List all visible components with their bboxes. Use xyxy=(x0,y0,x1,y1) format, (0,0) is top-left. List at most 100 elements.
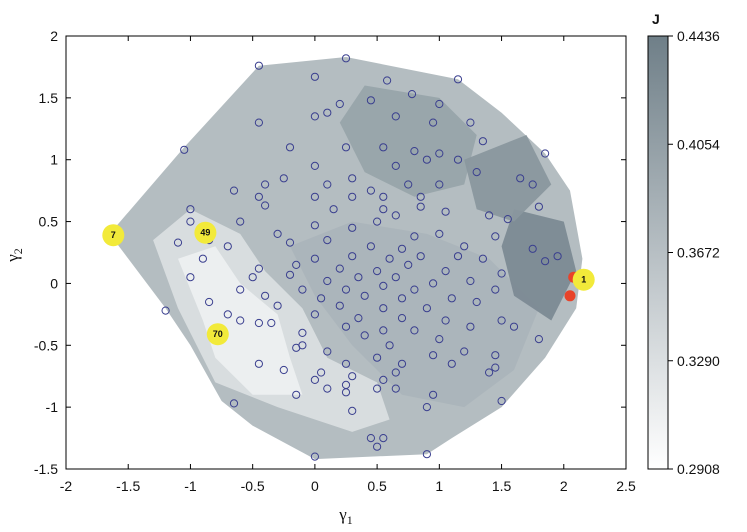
scatter-point xyxy=(236,316,245,325)
scatter-point xyxy=(198,254,207,263)
scatter-point xyxy=(553,252,562,261)
scatter-point xyxy=(429,351,438,360)
scatter-point xyxy=(254,359,263,368)
badge-circle xyxy=(194,221,217,244)
x-tick-label: 1 xyxy=(435,478,443,494)
scatter-point xyxy=(422,304,431,313)
scatter-point xyxy=(341,322,351,331)
scatter-point xyxy=(460,242,469,251)
scatter-point xyxy=(360,291,369,300)
scatter-point xyxy=(391,384,400,393)
x-axis-label: γ1 xyxy=(338,505,353,527)
scatter-point xyxy=(310,221,319,230)
scatter-point xyxy=(254,264,263,273)
colorbar-ticks: 0.2908 0.3290 0.3672 0.4054 0.4436 xyxy=(668,28,720,477)
scatter-point xyxy=(323,384,332,393)
scatter-point xyxy=(453,75,463,84)
scatter-point xyxy=(273,229,282,238)
scatter-point xyxy=(310,112,319,121)
scatter-point xyxy=(416,252,425,261)
scatter-point xyxy=(373,353,382,362)
scatter-point xyxy=(497,396,506,406)
scatter-point xyxy=(366,186,375,195)
scatter-point xyxy=(205,297,214,307)
y-tick-label: -1.5 xyxy=(34,461,58,477)
scatter-point xyxy=(491,351,500,360)
scatter-point xyxy=(497,316,506,325)
scatter-point xyxy=(391,368,400,377)
scatter-point xyxy=(285,270,295,279)
scatter-point xyxy=(279,365,288,375)
scatter-point xyxy=(348,406,357,415)
highlighted-point xyxy=(564,290,576,302)
scatter-point xyxy=(323,276,332,286)
scatter-point xyxy=(348,223,357,232)
scatter-point xyxy=(373,442,382,451)
badge-circle xyxy=(572,268,595,291)
scatter-point xyxy=(379,326,388,335)
scatter-point xyxy=(348,192,357,201)
scatter-point xyxy=(441,267,450,276)
scatter-point xyxy=(379,143,388,152)
scatter-point xyxy=(422,450,431,459)
scatter-point xyxy=(310,310,319,319)
scatter-point xyxy=(236,285,245,294)
y-tick-label: 1 xyxy=(50,152,58,168)
scatter-point xyxy=(435,99,444,109)
scatter-point xyxy=(360,331,369,340)
badge-label: 70 xyxy=(213,329,223,339)
x-tick-label: 0.5 xyxy=(367,478,387,494)
scatter-point xyxy=(503,215,512,224)
scatter-point xyxy=(348,252,357,261)
badge-label: 49 xyxy=(200,228,210,238)
colorbar-tick-label: 0.4436 xyxy=(677,28,720,44)
scatter-point xyxy=(516,174,525,183)
scatter-point xyxy=(429,390,438,399)
labeled-point-badge: 1 xyxy=(572,268,595,291)
scatter-point xyxy=(161,306,170,315)
scatter-point xyxy=(285,238,295,247)
points-layer xyxy=(161,54,562,461)
y-tick-label: 2 xyxy=(50,28,58,44)
scatter-point xyxy=(180,145,189,154)
scatter-point xyxy=(298,285,307,294)
badge-circle xyxy=(206,323,229,346)
scatter-point xyxy=(435,180,444,189)
scatter-point xyxy=(273,301,282,310)
colorbar-tick-label: 0.2908 xyxy=(677,461,720,477)
scatter-point xyxy=(310,452,319,461)
badge-label: 1 xyxy=(581,275,586,285)
colorbar-tick-label: 0.3290 xyxy=(677,353,720,369)
scatter-point xyxy=(410,147,419,156)
scatter-point xyxy=(335,99,344,109)
scatter-point xyxy=(285,143,295,152)
scatter-point xyxy=(383,76,392,85)
contour-band-5 xyxy=(464,135,552,222)
scatter-point xyxy=(391,211,400,220)
y-tick-label: -0.5 xyxy=(34,337,58,353)
scatter-point xyxy=(236,217,245,226)
colorbar-tick-label: 0.3672 xyxy=(677,245,720,261)
scatter-point xyxy=(472,297,481,307)
x-tick-label: -1.5 xyxy=(116,478,140,494)
scatter-point xyxy=(341,143,351,152)
scatter-point xyxy=(441,316,450,325)
scatter-point xyxy=(317,368,326,377)
scatter-point xyxy=(348,174,357,183)
scatter-point xyxy=(292,390,301,399)
scatter-point xyxy=(341,388,351,397)
badge-label: 7 xyxy=(111,230,116,240)
y-tick-label: -1 xyxy=(46,399,59,415)
labeled-point-badge: 49 xyxy=(194,221,217,244)
scatter-point xyxy=(173,238,183,247)
scatter-point xyxy=(323,180,332,189)
x-axis: -2 -1.5 -1 -0.5 0 0.5 1 1.5 2 2.5 xyxy=(60,36,636,494)
scatter-point xyxy=(254,61,263,70)
scatter-point xyxy=(528,244,537,253)
scatter-point xyxy=(223,242,232,251)
scatter-point xyxy=(379,281,388,290)
scatter-point xyxy=(261,291,270,300)
badge-layer: 7 49 70 1 xyxy=(102,221,595,346)
scatter-point xyxy=(491,232,500,241)
